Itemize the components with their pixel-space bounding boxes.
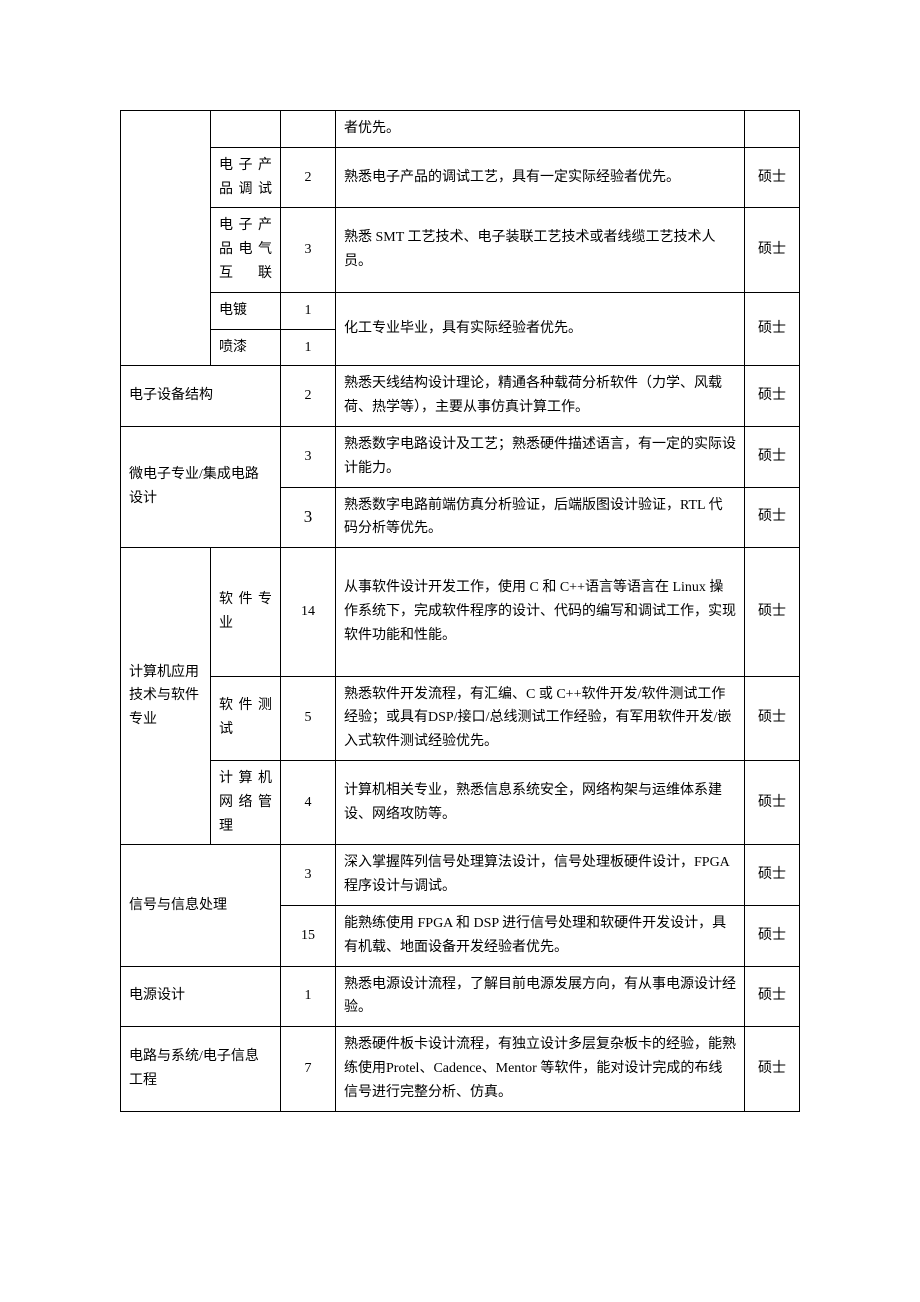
cell-sub: 软件测试 xyxy=(211,676,281,760)
cell-req: 从事软件设计开发工作，使用 C 和 C++语言等语言在 Linux 操作系统下，… xyxy=(336,548,745,676)
table-row: 电子产品电气互联 3 熟悉 SMT 工艺技术、电子装联工艺技术或者线缆工艺技术人… xyxy=(121,208,800,292)
table-row: 电子设备结构 2 熟悉天线结构设计理论，精通各种载荷分析软件（力学、风载荷、热学… xyxy=(121,366,800,427)
cell-major: 信号与信息处理 xyxy=(121,845,281,966)
cell-req: 熟悉软件开发流程，有汇编、C 或 C++软件开发/软件测试工作经验；或具有DSP… xyxy=(336,676,745,760)
table-row: 电路与系统/电子信息工程 7 熟悉硬件板卡设计流程，有独立设计多层复杂板卡的经验… xyxy=(121,1027,800,1111)
cell-req: 化工专业毕业，具有实际经验者优先。 xyxy=(336,292,745,366)
cell-sub: 喷漆 xyxy=(211,329,281,366)
cell-major: 电子设备结构 xyxy=(121,366,281,427)
cell-count: 7 xyxy=(281,1027,336,1111)
cell-count: 2 xyxy=(281,366,336,427)
cell-count: 1 xyxy=(281,329,336,366)
table-row: 电子产品调试 2 熟悉电子产品的调试工艺，具有一定实际经验者优先。 硕士 xyxy=(121,147,800,208)
cell-degree: 硕士 xyxy=(745,676,800,760)
cell-degree: 硕士 xyxy=(745,487,800,548)
cell-major xyxy=(121,111,211,366)
document-page: 者优先。 电子产品调试 2 熟悉电子产品的调试工艺，具有一定实际经验者优先。 硕… xyxy=(0,0,920,1172)
cell-count xyxy=(281,111,336,148)
cell-sub: 电子产品电气互联 xyxy=(211,208,281,292)
cell-req: 熟悉天线结构设计理论，精通各种载荷分析软件（力学、风载荷、热学等），主要从事仿真… xyxy=(336,366,745,427)
cell-req: 熟悉数字电路设计及工艺；熟悉硬件描述语言，有一定的实际设计能力。 xyxy=(336,426,745,487)
recruitment-table: 者优先。 电子产品调试 2 熟悉电子产品的调试工艺，具有一定实际经验者优先。 硕… xyxy=(120,110,800,1112)
cell-sub xyxy=(211,111,281,148)
cell-req: 深入掌握阵列信号处理算法设计，信号处理板硬件设计，FPGA 程序设计与调试。 xyxy=(336,845,745,906)
cell-req: 熟悉数字电路前端仿真分析验证，后端版图设计验证，RTL 代码分析等优先。 xyxy=(336,487,745,548)
cell-sub: 计算机网络管理 xyxy=(211,760,281,844)
cell-count: 2 xyxy=(281,147,336,208)
cell-count: 1 xyxy=(281,966,336,1027)
cell-degree: 硕士 xyxy=(745,905,800,966)
cell-degree: 硕士 xyxy=(745,548,800,676)
cell-major: 微电子专业/集成电路设计 xyxy=(121,426,281,547)
cell-count: 4 xyxy=(281,760,336,844)
cell-degree: 硕士 xyxy=(745,845,800,906)
table-row: 计算机应用技术与软件专业 软件专业 14 从事软件设计开发工作，使用 C 和 C… xyxy=(121,548,800,676)
cell-req: 熟悉电子产品的调试工艺，具有一定实际经验者优先。 xyxy=(336,147,745,208)
table-row: 微电子专业/集成电路设计 3 熟悉数字电路设计及工艺；熟悉硬件描述语言，有一定的… xyxy=(121,426,800,487)
cell-degree: 硕士 xyxy=(745,208,800,292)
cell-degree xyxy=(745,111,800,148)
cell-degree: 硕士 xyxy=(745,366,800,427)
cell-sub: 电镀 xyxy=(211,292,281,329)
cell-degree: 硕士 xyxy=(745,292,800,366)
cell-count: 3 xyxy=(281,208,336,292)
cell-count: 14 xyxy=(281,548,336,676)
cell-count: 5 xyxy=(281,676,336,760)
cell-req: 者优先。 xyxy=(336,111,745,148)
cell-sub: 软件专业 xyxy=(211,548,281,676)
cell-count: 1 xyxy=(281,292,336,329)
cell-degree: 硕士 xyxy=(745,760,800,844)
cell-degree: 硕士 xyxy=(745,1027,800,1111)
cell-req: 熟悉电源设计流程，了解目前电源发展方向，有从事电源设计经验。 xyxy=(336,966,745,1027)
cell-count: 3 xyxy=(281,845,336,906)
cell-req: 熟悉 SMT 工艺技术、电子装联工艺技术或者线缆工艺技术人员。 xyxy=(336,208,745,292)
cell-sub: 电子产品调试 xyxy=(211,147,281,208)
cell-major: 电源设计 xyxy=(121,966,281,1027)
cell-req: 能熟练使用 FPGA 和 DSP 进行信号处理和软硬件开发设计，具有机载、地面设… xyxy=(336,905,745,966)
table-row: 信号与信息处理 3 深入掌握阵列信号处理算法设计，信号处理板硬件设计，FPGA … xyxy=(121,845,800,906)
cell-count: 15 xyxy=(281,905,336,966)
cell-degree: 硕士 xyxy=(745,147,800,208)
table-body: 者优先。 电子产品调试 2 熟悉电子产品的调试工艺，具有一定实际经验者优先。 硕… xyxy=(121,111,800,1112)
cell-major: 计算机应用技术与软件专业 xyxy=(121,548,211,845)
cell-degree: 硕士 xyxy=(745,966,800,1027)
table-row: 计算机网络管理 4 计算机相关专业，熟悉信息系统安全，网络构架与运维体系建设、网… xyxy=(121,760,800,844)
table-row: 电镀 1 化工专业毕业，具有实际经验者优先。 硕士 xyxy=(121,292,800,329)
cell-count: 3 xyxy=(281,426,336,487)
table-row: 电源设计 1 熟悉电源设计流程，了解目前电源发展方向，有从事电源设计经验。 硕士 xyxy=(121,966,800,1027)
table-row: 者优先。 xyxy=(121,111,800,148)
cell-degree: 硕士 xyxy=(745,426,800,487)
cell-req: 熟悉硬件板卡设计流程，有独立设计多层复杂板卡的经验，能熟练使用Protel、Ca… xyxy=(336,1027,745,1111)
table-row: 软件测试 5 熟悉软件开发流程，有汇编、C 或 C++软件开发/软件测试工作经验… xyxy=(121,676,800,760)
cell-count: 3 xyxy=(281,487,336,548)
cell-major: 电路与系统/电子信息工程 xyxy=(121,1027,281,1111)
cell-req: 计算机相关专业，熟悉信息系统安全，网络构架与运维体系建设、网络攻防等。 xyxy=(336,760,745,844)
